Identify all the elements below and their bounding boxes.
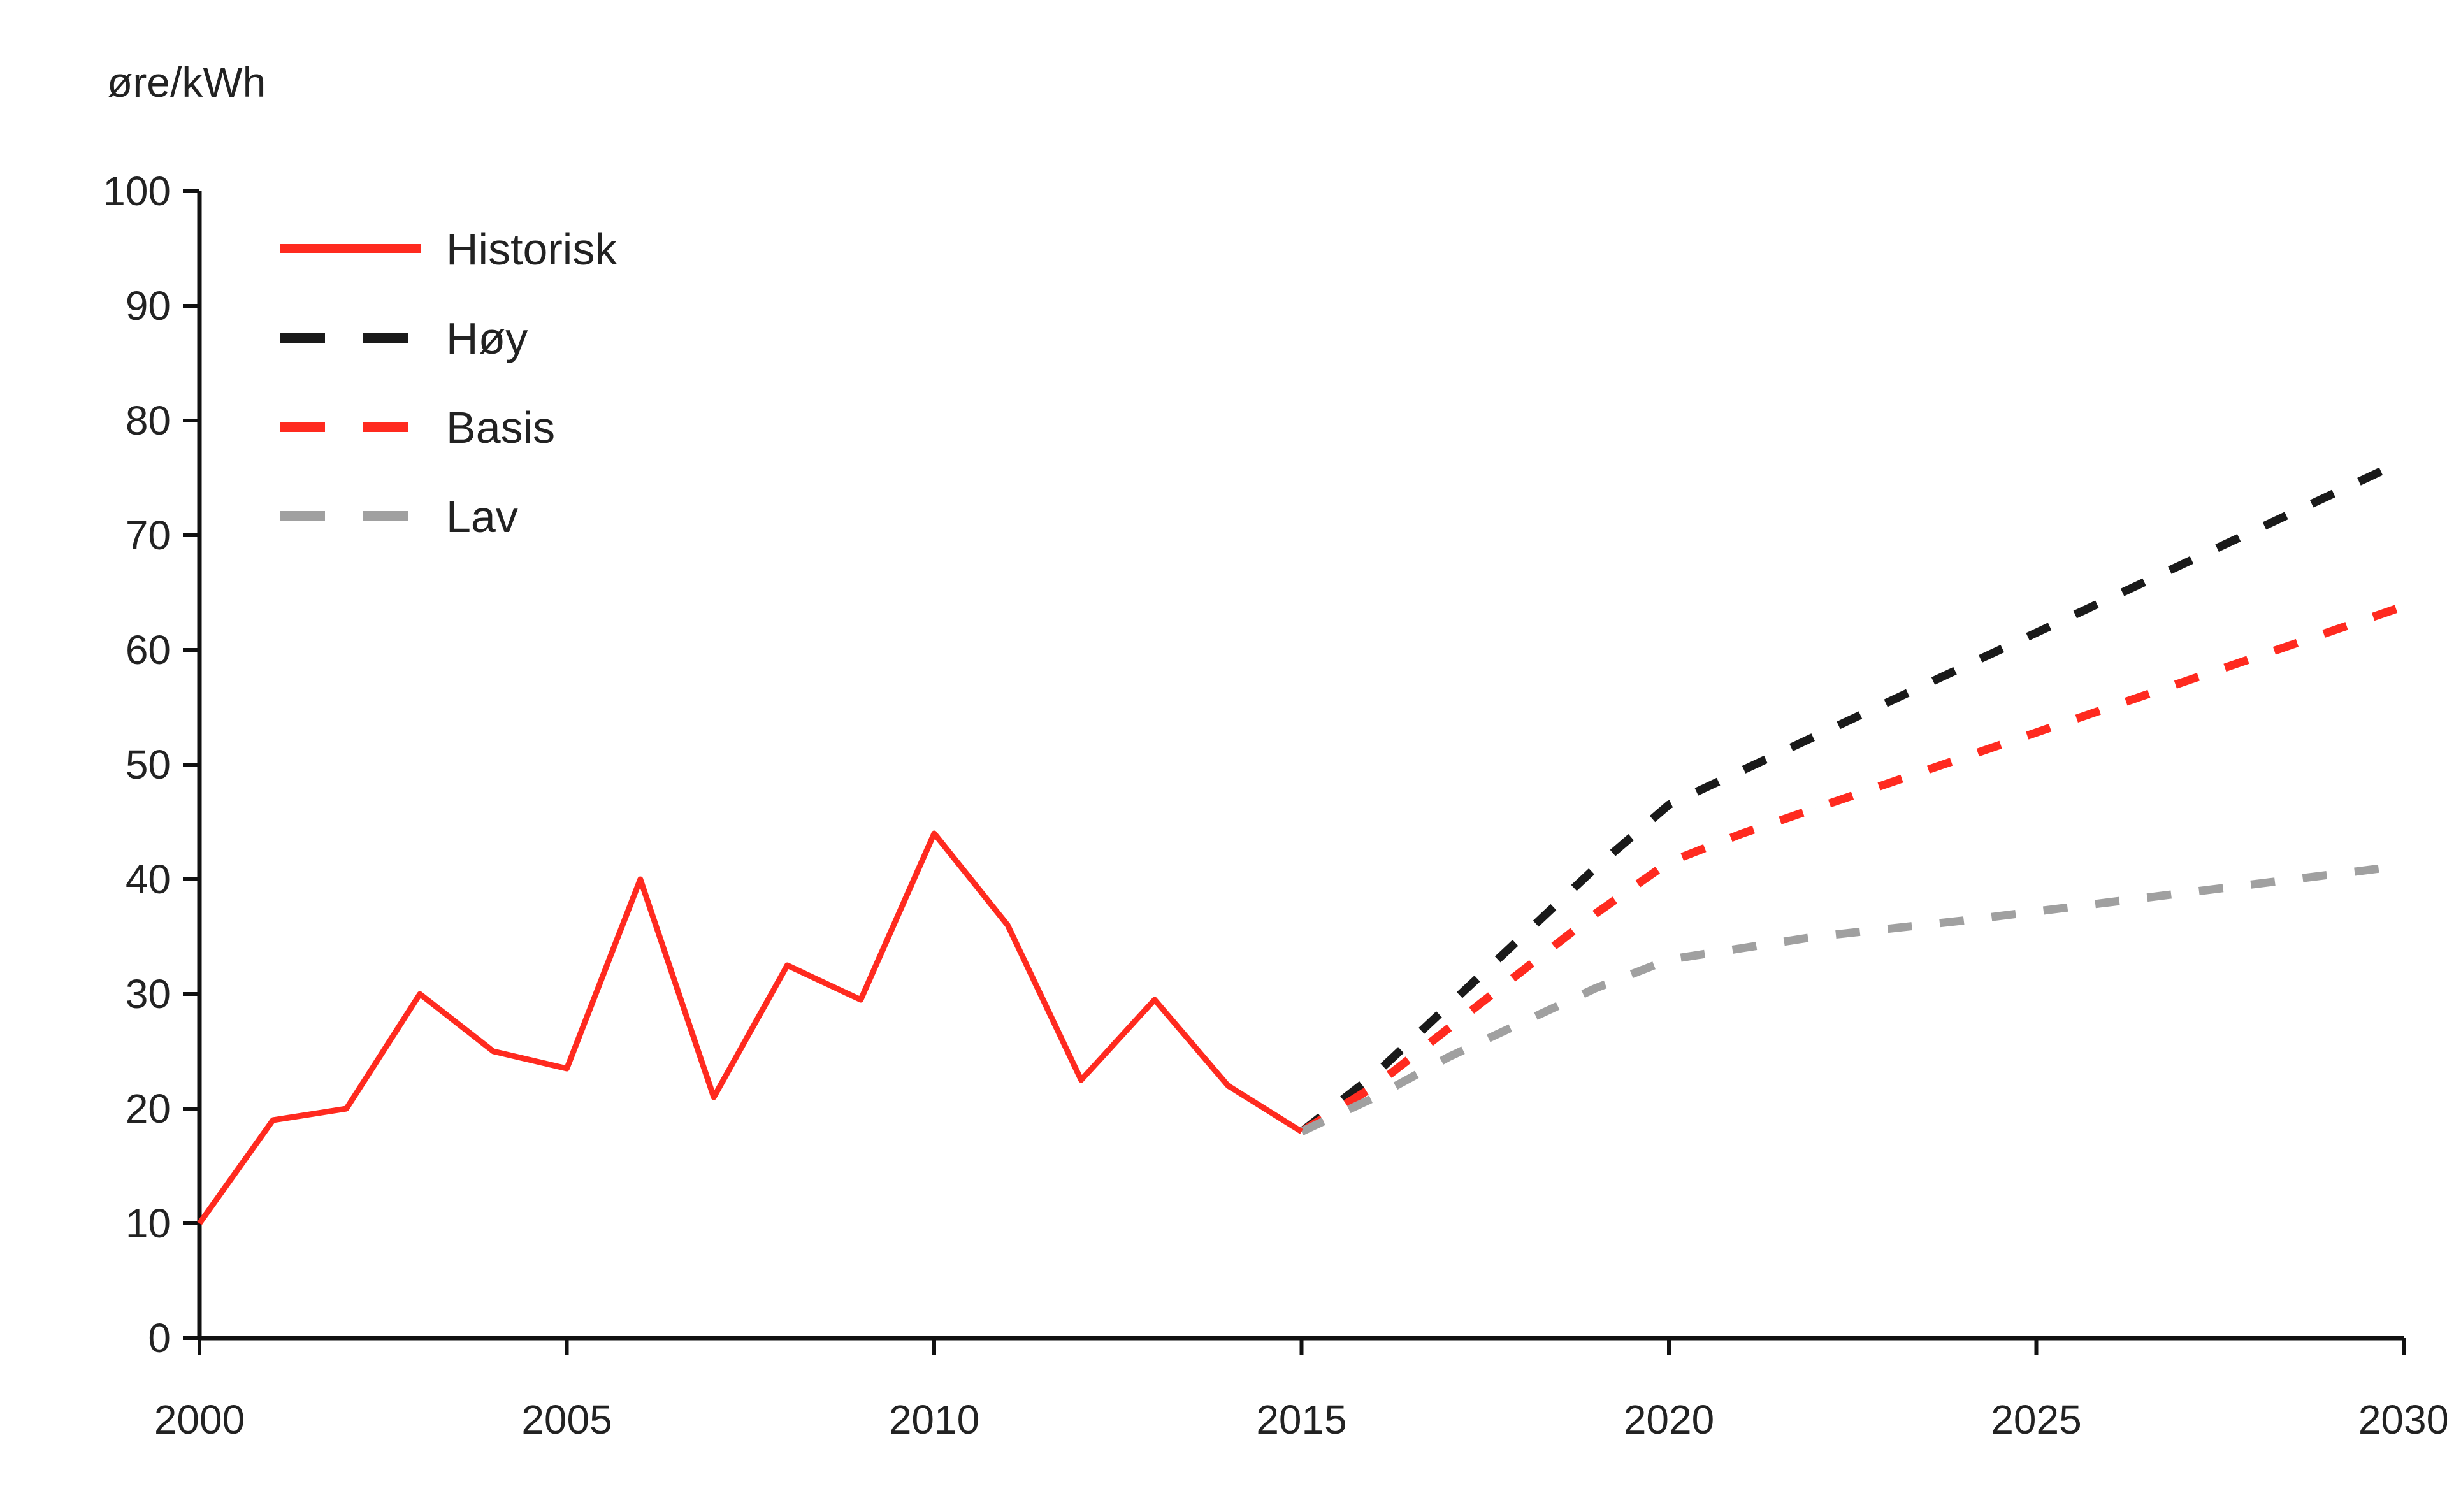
y-tick-label: 30 [126, 971, 171, 1017]
series-line-h-y [1299, 457, 2406, 1135]
legend-label-h-y: Høy [446, 313, 528, 363]
series-line-basis [1299, 602, 2406, 1135]
x-tick-label: 2005 [521, 1397, 612, 1443]
y-tick-label: 90 [126, 283, 171, 329]
data-point-historisk [493, 1051, 494, 1052]
y-unit-label: øre/kWh [107, 59, 266, 106]
data-point-h-y [2256, 529, 2257, 530]
data-point-lav [1742, 948, 1743, 949]
data-point-h-y [1742, 770, 1743, 771]
y-tick-label: 70 [126, 512, 171, 558]
data-point-basis [1669, 862, 1670, 863]
y-tick-label: 50 [126, 742, 171, 788]
y-tick-label: 80 [126, 398, 171, 443]
data-point-basis [2036, 732, 2037, 733]
x-tick-label: 2020 [1624, 1397, 1714, 1443]
legend-label-basis: Basis [446, 403, 555, 452]
data-point-lav [1595, 988, 1596, 989]
data-point-h-y [1815, 736, 1816, 737]
data-point-lav [1448, 1057, 1449, 1058]
data-point-h-y [2109, 598, 2110, 599]
x-tick-label: 2030 [2358, 1397, 2447, 1443]
x-tick-label: 2010 [889, 1397, 979, 1443]
y-tick-label: 40 [126, 856, 171, 902]
data-point-historisk [787, 965, 788, 966]
y-tick-label: 100 [103, 168, 171, 214]
data-point-lav [2036, 911, 2037, 912]
series-line-historisk [197, 830, 1303, 1225]
data-point-historisk [934, 833, 935, 834]
legend: Historisk Høy Basis Lav [280, 224, 617, 542]
legend-label-lav: Lav [446, 492, 518, 542]
x-tick-label: 2000 [154, 1397, 245, 1443]
legend-label-historisk: Historisk [446, 224, 617, 274]
x-tick-label: 2025 [1991, 1397, 2081, 1443]
data-point-basis [1742, 833, 1743, 834]
data-point-historisk [419, 994, 420, 995]
data-point-historisk [199, 1223, 200, 1224]
data-point-h-y [1448, 1005, 1449, 1006]
data-point-basis [2256, 656, 2257, 657]
y-tick-label: 60 [126, 627, 171, 673]
data-point-historisk [1007, 925, 1008, 926]
data-point-basis [1815, 808, 1816, 809]
data-point-basis [1448, 1028, 1449, 1029]
data-point-h-y [2183, 564, 2184, 565]
data-point-lav [2109, 902, 2110, 903]
x-tick-label: 2015 [1256, 1397, 1346, 1443]
series-line-lav [1299, 861, 2404, 1135]
y-tick-label: 10 [126, 1200, 171, 1246]
data-point-basis [2109, 707, 2110, 708]
y-tick-label: 20 [126, 1086, 171, 1132]
y-tick-label: 0 [148, 1315, 171, 1361]
series-layer [197, 457, 2406, 1225]
